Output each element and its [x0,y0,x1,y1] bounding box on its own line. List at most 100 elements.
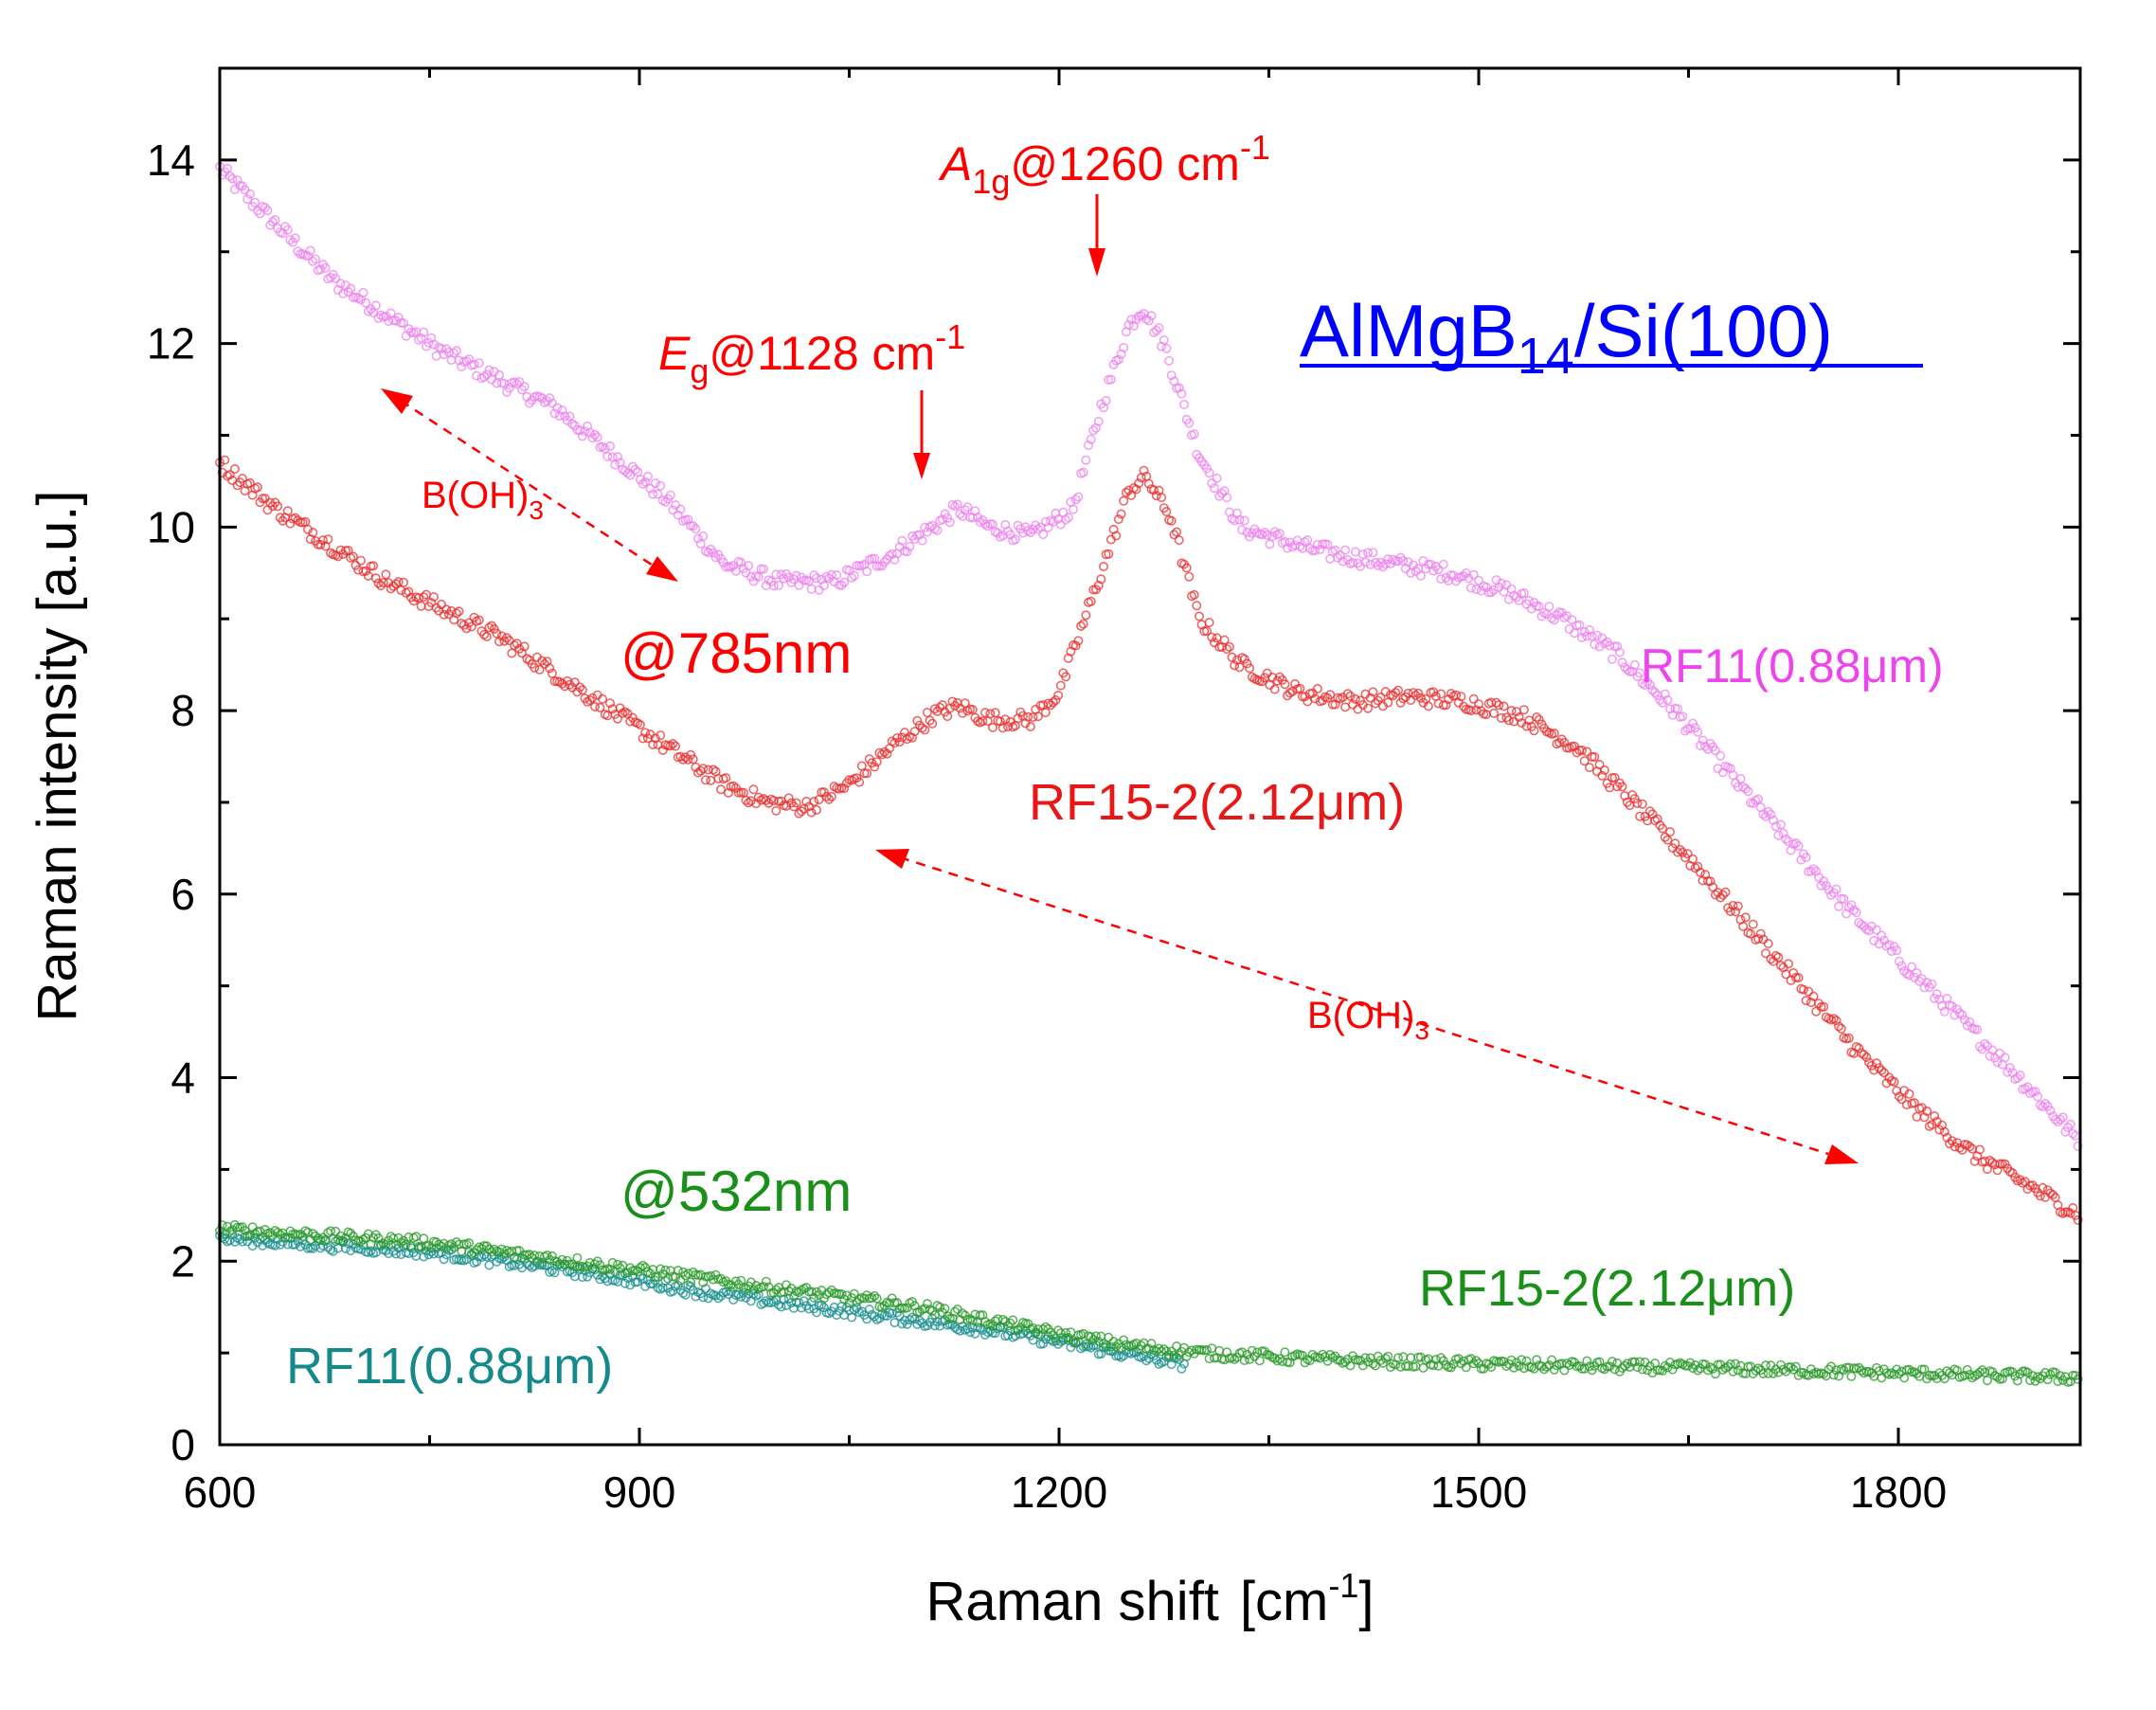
data-point [1453,1354,1464,1364]
data-point [577,431,587,441]
title-rest: /Si(100) [1574,289,1833,372]
data-point [625,1263,636,1273]
data-point [1466,1354,1477,1364]
data-point [1099,561,1109,571]
data-point [1693,727,1703,737]
data-point [293,246,303,257]
data-point [320,262,331,273]
data-point [962,502,973,513]
data-point [1113,354,1123,365]
data-point [1529,726,1539,736]
data-point [640,728,651,738]
data-point [317,535,328,546]
data-point [1192,601,1202,611]
data-point [1532,1355,1542,1365]
data-point [225,470,235,480]
series-2 [215,455,2083,1225]
data-point [1629,794,1640,804]
data-point [1408,688,1418,698]
data-point [391,1249,402,1259]
data-point [1078,467,1088,477]
data-point [370,573,381,584]
data-point [1053,690,1064,700]
data-point [1521,721,1532,731]
data-point [597,693,607,704]
data-point [416,601,426,611]
data-point [665,741,675,751]
data-point [650,478,660,489]
data-point [260,203,270,213]
data-point [917,535,927,546]
data-point [1594,759,1605,769]
data-point [980,708,991,718]
data-point [393,577,404,587]
data-point [466,621,476,632]
data-point [2030,1087,2040,1097]
data-point [1141,1356,1152,1366]
data-point [768,581,779,591]
data-point [1069,504,1079,514]
data-point [836,580,847,590]
data-point [1776,819,1787,830]
eg-rest: @1128 cm [709,327,935,380]
data-point [244,189,255,199]
data-point [665,490,675,500]
data-point [1997,1374,2007,1384]
data-point [1101,395,1111,405]
data-point [464,354,475,365]
data-point [642,471,653,481]
data-point [2057,1112,2068,1123]
data-point [1494,700,1504,711]
data-point [1859,1050,1869,1060]
data-point [2065,1208,2075,1218]
data-point [1939,1126,1949,1137]
data-point [346,283,356,294]
plot-frame [218,66,2082,1447]
data-point [1398,1352,1409,1362]
data-point [1922,1106,1932,1116]
data-point [1086,596,1096,606]
data-point [1084,440,1094,450]
data-point [1184,418,1195,428]
data-point [1139,465,1149,476]
data-point [1272,1356,1283,1366]
data-point [638,1260,648,1270]
data-point [282,225,293,235]
data-point [1325,1350,1336,1360]
data-point [1234,514,1245,525]
data-point [451,346,461,356]
data-point [547,1266,557,1276]
data-point [237,473,247,483]
data-point [1172,527,1182,537]
data-point [449,348,459,358]
data-point [1851,908,1861,918]
x-axis-title-close: ] [1358,1571,1374,1632]
data-point [1234,662,1245,673]
data-point [1577,632,1588,642]
data-point [1365,559,1375,569]
data-point [1081,1339,1091,1349]
data-point [1070,495,1081,505]
data-point [2035,1191,2045,1201]
data-point [589,701,600,711]
data-point [1776,961,1787,971]
data-point [1154,322,1164,333]
data-point [870,762,880,772]
data-point [1393,1353,1404,1363]
data-point [1912,1111,1922,1122]
data-point [1590,751,1600,762]
data-point [492,628,502,639]
data-point [1784,959,1794,969]
data-point [331,273,341,283]
series-layer [215,161,2083,1387]
data-point [481,1241,492,1251]
data-point [1919,982,1930,993]
data-point [1965,1142,1975,1152]
data-point [1836,1023,1846,1034]
data-point [1433,565,1444,575]
data-point [335,279,346,289]
data-point [753,792,764,802]
data-point [1544,602,1554,612]
